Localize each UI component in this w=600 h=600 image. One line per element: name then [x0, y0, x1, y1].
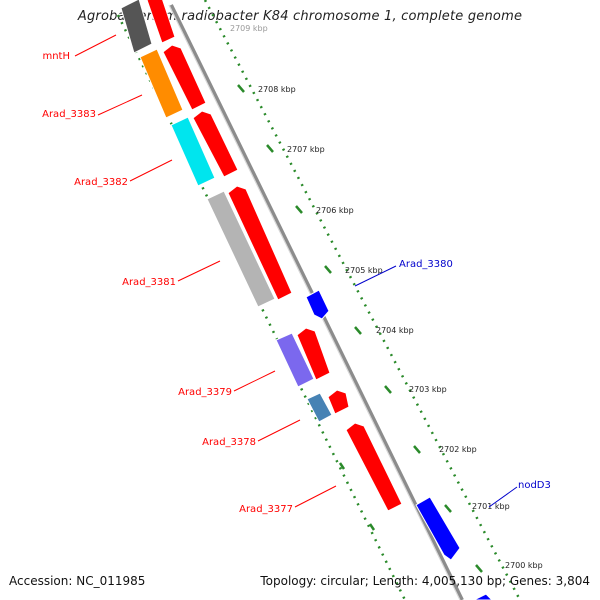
cog-block-arad3379: [275, 332, 315, 388]
leader-arad3377: [294, 485, 337, 508]
gene-arrow-arad3377: [345, 422, 403, 512]
ruler-label-2702: 2702 kbp: [439, 445, 477, 454]
ruler-label-2704: 2704 kbp: [376, 326, 414, 335]
gene-arrow-arad3378: [327, 389, 350, 415]
gene-label-arad3379: Arad_3379: [178, 387, 232, 398]
ruler-label-2705: 2705 kbp: [345, 266, 383, 275]
inner-tick: [338, 462, 346, 470]
leader-arad3379: [233, 370, 276, 392]
cog-block-arad3383: [139, 48, 184, 119]
gene-label-arad3380: Arad_3380: [399, 259, 453, 270]
ruler-label-2708: 2708 kbp: [258, 85, 296, 94]
ruler-tick: [295, 205, 303, 214]
ruler-label-2707: 2707 kbp: [287, 145, 325, 154]
gene-label-nodD3: nodD3: [518, 480, 551, 491]
gene-arrow-offscreen: [473, 593, 493, 600]
leader-mntH: [74, 34, 117, 57]
ruler-tick: [384, 385, 392, 394]
gene-label-mntH: mntH: [42, 51, 70, 62]
leader-arad3383: [97, 94, 143, 116]
gene-arrow-mntH: [146, 0, 176, 44]
gene-arrow-arad3383: [162, 44, 207, 111]
ruler-tick: [444, 504, 452, 513]
gene-arrow-arad3381: [227, 185, 293, 301]
cog-track: [120, 0, 333, 423]
ruler-label-2706: 2706 kbp: [316, 206, 354, 215]
accession-text: Accession: NC_011985: [9, 574, 146, 588]
gene-label-arad3382: Arad_3382: [74, 177, 128, 188]
gene-label-arad3377: Arad_3377: [239, 504, 293, 515]
cog-block-arad3381: [206, 190, 276, 308]
ruler-label-2703: 2703 kbp: [409, 385, 447, 394]
ruler-label-2700: 2700 kbp: [505, 561, 543, 570]
leader-arad3382: [129, 159, 173, 182]
gene-arrow-arad3382: [192, 110, 239, 178]
gene-arrow-arad3380: [305, 289, 330, 320]
leader-arad3380: [354, 265, 397, 287]
gene-arrow-arad3379: [296, 327, 331, 381]
genome-summary-text: Topology: circular; Length: 4,005,130 bp…: [260, 574, 590, 588]
cog-block-mntH: [120, 0, 153, 54]
gene-label-arad3381: Arad_3381: [122, 277, 176, 288]
map-title: Agrobacterium radiobacter K84 chromosome…: [77, 9, 523, 24]
inner-tick: [368, 523, 376, 531]
ruler-label-2709: 2709 kbp: [230, 24, 268, 33]
gene-label-arad3378: Arad_3378: [202, 437, 256, 448]
ruler-tick: [266, 144, 274, 153]
ruler-tick: [413, 445, 421, 454]
ruler-tick: [354, 326, 362, 335]
reverse-genes: [305, 289, 493, 600]
ruler-ticks: [237, 84, 483, 573]
leader-nodD3: [488, 486, 518, 508]
leader-arad3381: [177, 260, 221, 282]
gene-label-arad3383: Arad_3383: [42, 109, 96, 120]
cog-block-arad3378: [306, 392, 333, 423]
ruler-tick: [475, 564, 483, 573]
cog-block-arad3382: [170, 116, 216, 187]
outer-dotted-track: [203, 0, 522, 600]
ruler-label-2701: 2701 kbp: [472, 502, 510, 511]
forward-genes: [146, 0, 403, 512]
ruler-tick: [237, 84, 245, 93]
ruler-tick: [324, 265, 332, 274]
leader-arad3378: [257, 419, 301, 442]
gene-arrow-nodD3: [415, 496, 461, 561]
